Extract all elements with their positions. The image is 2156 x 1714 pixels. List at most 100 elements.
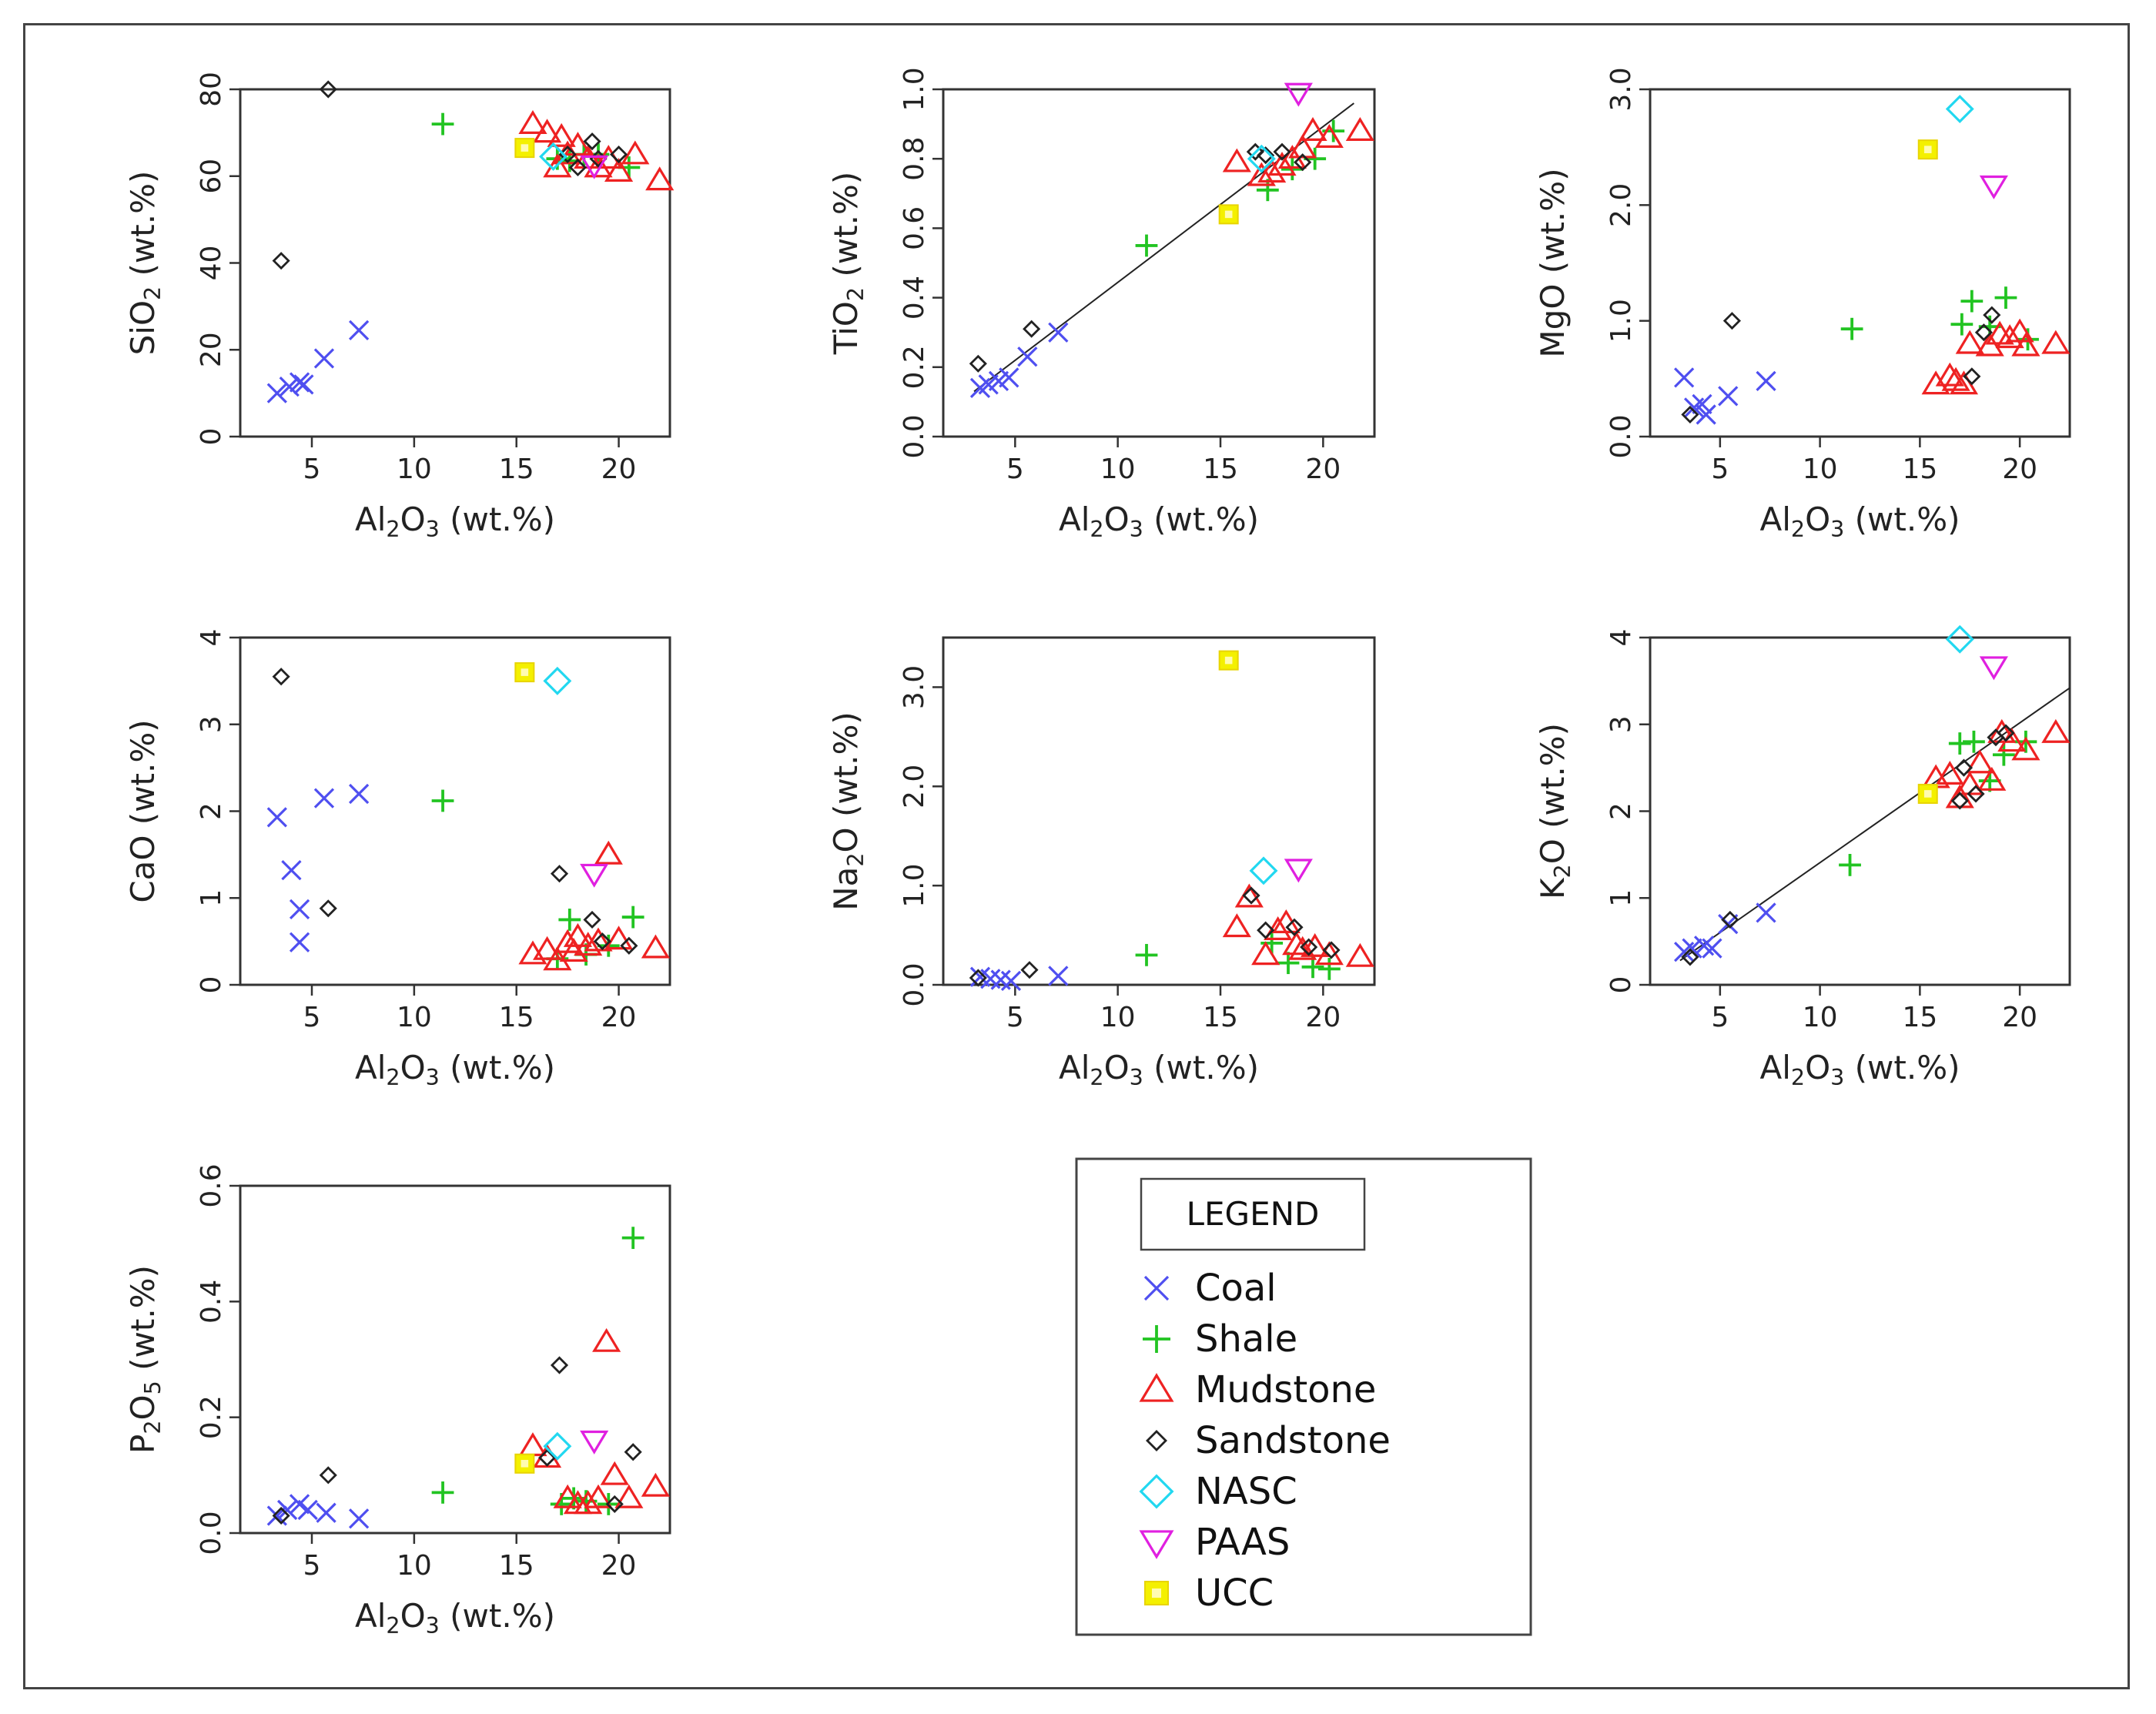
series-nasc <box>1249 856 1278 885</box>
data-point <box>1317 957 1341 980</box>
x-tick-label: 20 <box>601 1002 637 1033</box>
data-point <box>313 348 335 369</box>
data-point <box>1246 142 1264 161</box>
points-layer <box>969 650 1374 991</box>
data-point <box>1960 290 1984 313</box>
series-paas <box>1979 175 2008 199</box>
data-point <box>1271 909 1301 933</box>
data-point <box>584 153 613 178</box>
data-point <box>594 840 623 865</box>
series-ucc <box>514 138 535 159</box>
y-tick-label: 2.0 <box>1605 183 1637 227</box>
x-tick-label: 5 <box>303 1002 321 1033</box>
data-point <box>550 865 569 883</box>
points-layer <box>266 80 675 403</box>
series-nasc <box>543 1431 572 1461</box>
data-point <box>609 145 628 164</box>
data-point <box>1282 931 1311 956</box>
x-axis-label: Al2O3 (wt.%) <box>355 1049 555 1090</box>
data-point <box>1264 916 1293 940</box>
series-sandstone <box>1681 724 2015 966</box>
data-point <box>584 927 613 952</box>
x-tick-label: 15 <box>499 454 534 485</box>
data-point <box>641 1472 670 1497</box>
data-point <box>1721 910 1739 929</box>
y-tick-label: 0.0 <box>899 962 930 1006</box>
data-point <box>999 367 1019 388</box>
series-nasc <box>1945 625 1974 654</box>
data-point <box>2011 332 2040 357</box>
series-ucc <box>514 662 535 683</box>
data-point <box>620 936 638 955</box>
y-axis-label: K2O (wt.%) <box>1534 723 1575 899</box>
data-point <box>518 1432 547 1457</box>
data-point <box>1314 124 1344 148</box>
x-tick-label: 5 <box>303 454 321 485</box>
data-point <box>583 132 601 151</box>
x-tick-label: 10 <box>1100 454 1136 485</box>
data-point <box>1975 332 2004 357</box>
data-point <box>621 906 644 929</box>
data-point <box>563 132 593 156</box>
y-tick-label: 0 <box>196 428 227 446</box>
data-point <box>514 138 535 159</box>
data-point <box>1135 943 1158 966</box>
data-point <box>319 80 337 99</box>
chart-panel-5: 5 10 15 20 0.0 1.0 2.0 3.0 Al2O3 (wt.%) Na2O (wt.… <box>827 636 1376 1090</box>
series-sandstone <box>272 80 628 270</box>
series-coal <box>266 783 370 952</box>
y-tick-label: 4 <box>196 629 227 647</box>
plot-area <box>1649 88 2071 438</box>
data-point <box>584 1484 613 1508</box>
y-tick-label: 20 <box>196 332 227 367</box>
data-point <box>574 1490 603 1515</box>
series-paas <box>1979 656 2008 681</box>
y-tick-label: 3.0 <box>1605 67 1637 111</box>
y-tick-label: 0.2 <box>899 345 930 389</box>
data-point <box>2005 318 2034 343</box>
x-tick-label: 5 <box>1006 1002 1024 1033</box>
data-point <box>539 142 568 171</box>
data-point <box>1945 625 1974 654</box>
data-point <box>316 1502 336 1523</box>
data-point <box>580 863 609 888</box>
data-point <box>514 1453 535 1474</box>
chart-panel-1: 5 10 15 20 0 20 40 60 80 Al2O3 (wt.%) SiO2 (wt.%) <box>124 72 675 542</box>
data-point <box>1301 932 1330 957</box>
x-axis-label: Al2O3 (wt.%) <box>1759 500 1960 542</box>
y-tick-label: 0.0 <box>899 414 930 458</box>
data-point <box>645 166 675 191</box>
x-tick-label: 10 <box>1803 454 1838 485</box>
y-axis-label: P2O5 (wt.%) <box>124 1265 166 1454</box>
data-point <box>1977 766 2007 791</box>
data-point <box>1345 942 1374 967</box>
data-point <box>1955 330 1984 354</box>
data-point <box>289 932 310 952</box>
data-point <box>1218 650 1239 671</box>
legend-label-coal: Coal <box>1195 1267 1277 1310</box>
x-axis-label: Al2O3 (wt.%) <box>1059 1049 1259 1090</box>
x-tick-label: 15 <box>499 1002 534 1033</box>
data-point <box>272 1506 290 1525</box>
data-point <box>1945 95 1974 124</box>
data-point <box>547 122 576 147</box>
series-ucc <box>1917 783 1938 804</box>
x-tick-label: 10 <box>1100 1002 1136 1033</box>
series-nasc <box>1247 144 1276 173</box>
data-point <box>1917 139 1938 160</box>
data-point <box>1249 856 1278 885</box>
series-mudstone <box>518 109 675 191</box>
data-point <box>580 155 609 179</box>
series-nasc <box>539 142 568 171</box>
data-point <box>1983 306 2001 324</box>
chart-panel-2: 5 10 15 20 0.0 0.2 0.4 0.6 0.8 1.0 Al2O3 (wt.%) TiO… <box>827 67 1376 542</box>
data-point <box>348 783 370 805</box>
x-axis-label: Al2O3 (wt.%) <box>1759 1049 1960 1090</box>
data-point <box>319 899 337 918</box>
data-point <box>621 140 650 165</box>
x-tick-label: 20 <box>1305 1002 1341 1033</box>
data-point <box>1840 317 1863 340</box>
legend-marker-paas <box>1139 1530 1174 1559</box>
data-point <box>969 969 987 987</box>
data-point <box>1242 886 1260 905</box>
